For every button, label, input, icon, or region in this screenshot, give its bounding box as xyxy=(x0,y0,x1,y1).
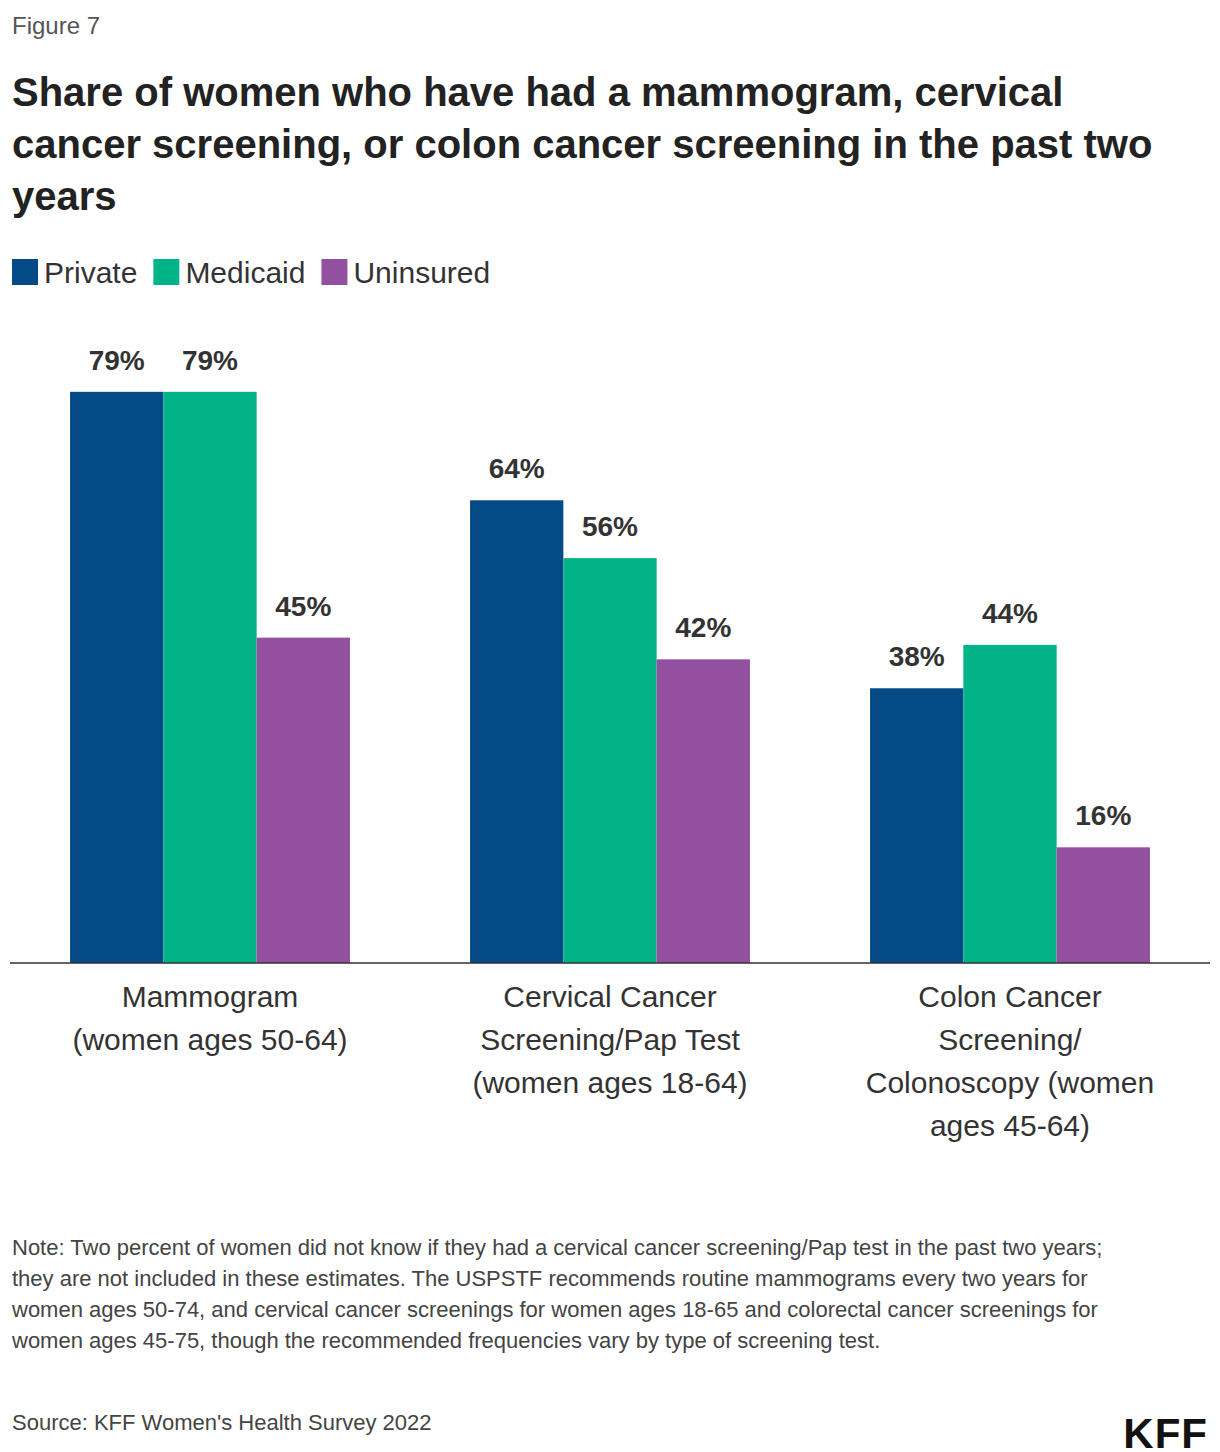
legend: Private Medicaid Uninsured xyxy=(12,256,490,289)
legend-swatch xyxy=(321,259,347,285)
category-label: Cervical CancerScreening/Pap Test(women … xyxy=(472,980,747,1099)
figure-label: Figure 7 xyxy=(12,12,100,40)
bar xyxy=(870,688,963,963)
data-label: 16% xyxy=(1075,800,1131,831)
category-label: Colon CancerScreening/Colonoscopy (women… xyxy=(866,980,1154,1142)
chart: Private Medicaid Uninsured 79% 64% 38% 79% 56% 4… xyxy=(0,0,1220,1452)
bar xyxy=(657,659,750,963)
note: Note: Two percent of women did not know … xyxy=(12,1232,1107,1356)
bar xyxy=(963,645,1056,963)
legend-label: Private xyxy=(44,256,137,289)
source: Source: KFF Women's Health Survey 2022 xyxy=(12,1410,432,1436)
bars xyxy=(70,392,1150,963)
bar xyxy=(1057,847,1150,963)
category-label: Mammogram(women ages 50-64) xyxy=(72,980,347,1056)
bar xyxy=(257,638,350,963)
bar xyxy=(163,392,256,963)
data-label: 64% xyxy=(489,453,545,484)
data-label: 56% xyxy=(582,511,638,542)
data-label: 44% xyxy=(982,598,1038,629)
data-label: 45% xyxy=(275,591,331,622)
data-label: 79% xyxy=(182,345,238,376)
data-label: 42% xyxy=(675,612,731,643)
data-label: 38% xyxy=(889,641,945,672)
bar xyxy=(470,500,563,963)
title: Share of women who have had a mammogram,… xyxy=(12,66,1202,222)
bar xyxy=(70,392,163,963)
x-axis xyxy=(10,962,1210,964)
data-label: 79% xyxy=(89,345,145,376)
legend-label: Medicaid xyxy=(185,256,305,289)
data-labels: 79% 64% 38% 79% 56% 44% 45% 42% 16% xyxy=(89,345,1132,831)
bar xyxy=(563,558,656,963)
legend-swatch xyxy=(12,259,38,285)
legend-label: Uninsured xyxy=(353,256,490,289)
legend-swatch xyxy=(153,259,179,285)
logo: KFF xyxy=(1123,1410,1208,1452)
